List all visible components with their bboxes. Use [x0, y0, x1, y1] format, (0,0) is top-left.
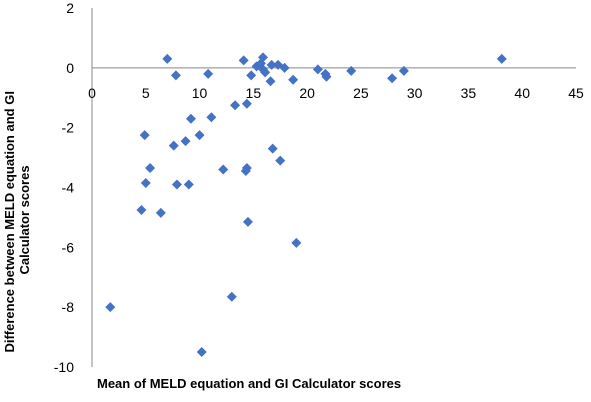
data-point	[196, 347, 207, 358]
data-point	[194, 130, 205, 141]
x-tick-label: 35	[461, 85, 477, 101]
y-tick-label: -6	[62, 239, 75, 255]
y-tick-label: -2	[62, 120, 75, 136]
x-tick-label: 20	[299, 85, 315, 101]
y-tick-label: 0	[66, 60, 74, 76]
x-axis-title: Mean of MELD equation and GI Calculator …	[97, 376, 401, 391]
y-tick-label: 2	[66, 0, 74, 16]
data-point	[140, 178, 151, 189]
data-point	[171, 179, 182, 190]
data-point	[275, 155, 286, 166]
data-point	[398, 65, 409, 76]
x-tick-label: 15	[246, 85, 262, 101]
data-point	[185, 113, 196, 124]
x-tick-label: 10	[192, 85, 208, 101]
data-point	[241, 163, 252, 174]
data-point	[145, 163, 156, 174]
data-point	[260, 67, 271, 78]
data-point	[180, 136, 191, 147]
data-point	[230, 100, 241, 111]
y-axis-title-line-2: Calculator scores	[17, 165, 32, 274]
data-point	[267, 143, 278, 154]
data-point	[206, 112, 217, 123]
data-point	[183, 179, 194, 190]
data-point	[265, 76, 276, 87]
y-axis-title-line-1: Difference between MELD equation and GI	[2, 91, 17, 352]
data-point	[155, 207, 166, 218]
y-tick-label: -10	[54, 359, 74, 375]
x-tick-label: 25	[353, 85, 369, 101]
data-point	[496, 53, 507, 64]
data-point	[266, 59, 277, 70]
x-tick-label: 0	[88, 85, 96, 101]
data-point	[242, 216, 253, 227]
x-tick-label: 30	[407, 85, 423, 101]
x-tick-label: 40	[514, 85, 530, 101]
x-tick-labels: 0 5 10 15 20 25 30 35 40 45	[88, 85, 584, 101]
data-point	[241, 98, 252, 109]
data-point	[170, 70, 181, 81]
data-point	[105, 302, 116, 313]
y-tick-labels: 2 0 -2 -4 -6 -8 -10	[54, 0, 74, 375]
data-point	[168, 140, 179, 151]
data-point	[238, 55, 249, 66]
data-point	[312, 64, 323, 75]
data-point	[162, 53, 173, 64]
data-point	[226, 291, 237, 302]
y-tick-label: -4	[62, 180, 75, 196]
data-points	[105, 52, 507, 358]
data-point	[139, 130, 150, 141]
data-point	[321, 71, 332, 82]
y-axis-title: Difference between MELD equation and GI …	[2, 87, 32, 352]
data-point	[218, 164, 229, 175]
data-point	[387, 73, 398, 84]
y-tick-label: -8	[62, 299, 75, 315]
data-point	[288, 74, 299, 85]
data-point	[203, 68, 214, 79]
data-point	[279, 62, 290, 73]
data-point	[136, 204, 147, 215]
data-point	[246, 70, 257, 81]
data-point	[346, 65, 357, 76]
x-tick-label: 45	[568, 85, 584, 101]
x-tick-label: 5	[142, 85, 150, 101]
data-point	[291, 237, 302, 248]
